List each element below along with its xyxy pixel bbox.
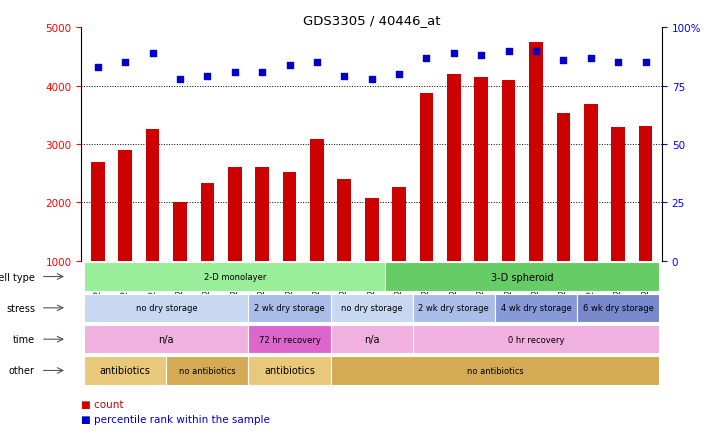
Bar [249, 326, 331, 353]
Text: no antibiotics: no antibiotics [467, 366, 523, 375]
Bar [228, 168, 241, 261]
Text: cell type: cell type [0, 272, 35, 282]
Bar [331, 294, 413, 322]
Title: GDS3305 / 40446_at: GDS3305 / 40446_at [303, 14, 440, 27]
Bar [413, 294, 495, 322]
Bar [420, 93, 433, 261]
Bar [249, 294, 331, 322]
Point [530, 48, 542, 55]
Point [284, 62, 295, 69]
Point [558, 57, 569, 64]
Bar [84, 263, 385, 291]
Text: ■ count: ■ count [81, 399, 124, 408]
Text: 2 wk dry storage: 2 wk dry storage [418, 304, 489, 312]
Bar [173, 203, 187, 261]
Text: no dry storage: no dry storage [341, 304, 403, 312]
Bar [392, 187, 406, 261]
Bar [84, 357, 166, 385]
Bar [91, 162, 105, 261]
Bar [502, 81, 515, 261]
Text: no dry storage: no dry storage [135, 304, 197, 312]
Point [174, 76, 185, 83]
Point [366, 76, 377, 83]
Text: ■ percentile rank within the sample: ■ percentile rank within the sample [81, 414, 270, 424]
Bar [385, 263, 659, 291]
Text: n/a: n/a [364, 335, 379, 344]
Bar [146, 130, 159, 261]
Bar [282, 172, 297, 261]
Point [612, 60, 624, 67]
Point [229, 69, 241, 76]
Point [256, 69, 268, 76]
Point [202, 74, 213, 81]
Point [476, 53, 487, 59]
Text: no antibiotics: no antibiotics [179, 366, 236, 375]
Bar [256, 168, 269, 261]
Point [585, 55, 596, 62]
Bar [310, 140, 324, 261]
Bar [495, 294, 577, 322]
Text: 4 wk dry storage: 4 wk dry storage [501, 304, 571, 312]
Text: 3-D spheroid: 3-D spheroid [491, 272, 554, 282]
Bar [556, 114, 570, 261]
Bar [577, 294, 659, 322]
Text: 6 wk dry storage: 6 wk dry storage [583, 304, 653, 312]
Text: antibiotics: antibiotics [264, 366, 315, 375]
Point [640, 60, 651, 67]
Bar [338, 180, 351, 261]
Bar [365, 198, 379, 261]
Bar [84, 294, 249, 322]
Text: other: other [9, 366, 35, 375]
Bar [611, 128, 625, 261]
Text: time: time [13, 335, 35, 344]
Point [394, 71, 405, 78]
Text: n/a: n/a [159, 335, 174, 344]
Text: 2 wk dry storage: 2 wk dry storage [254, 304, 325, 312]
Bar [474, 78, 488, 261]
Bar [331, 326, 413, 353]
Point [338, 74, 350, 81]
Bar [413, 326, 659, 353]
Bar [529, 43, 543, 261]
Bar [584, 105, 598, 261]
Point [503, 48, 514, 55]
Text: 2-D monolayer: 2-D monolayer [204, 273, 266, 281]
Text: 72 hr recovery: 72 hr recovery [258, 335, 321, 344]
Bar [84, 326, 249, 353]
Bar [331, 357, 659, 385]
Point [448, 50, 459, 57]
Text: stress: stress [6, 303, 35, 313]
Point [312, 60, 323, 67]
Text: antibiotics: antibiotics [100, 366, 151, 375]
Bar [200, 184, 215, 261]
Bar [249, 357, 331, 385]
Bar [118, 151, 132, 261]
Text: 0 hr recovery: 0 hr recovery [508, 335, 564, 344]
Point [120, 60, 131, 67]
Point [147, 50, 159, 57]
Bar [639, 127, 652, 261]
Bar [166, 357, 249, 385]
Point [421, 55, 432, 62]
Bar [447, 75, 461, 261]
Point [92, 64, 103, 71]
